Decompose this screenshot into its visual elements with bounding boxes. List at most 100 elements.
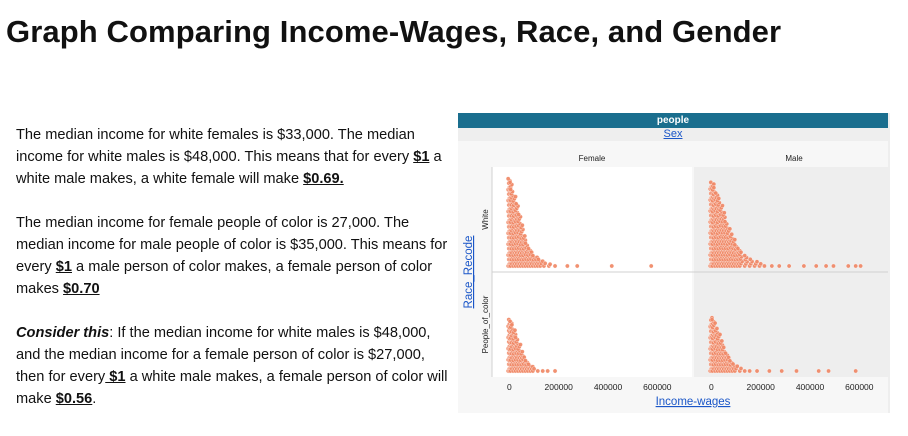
data-point [530,253,536,258]
data-point [522,233,528,239]
data-point [542,261,548,266]
chart-header: people [458,113,888,128]
paragraph-white-gap: The median income for white females is $… [16,124,454,190]
data-point [727,358,733,364]
data-point [552,263,558,269]
data-point [754,368,760,374]
data-point [729,232,734,237]
emphasis-ratio: $0.70 [63,281,100,297]
data-point [823,263,829,269]
data-point [779,368,784,374]
text-run: a white male makes, a female person of c… [16,369,448,407]
paragraph-poc-gap: The median income for female people of c… [16,212,454,300]
data-point [526,362,531,367]
data-point [512,327,518,333]
data-point [545,368,550,374]
data-point [730,361,736,367]
data-point [523,358,528,363]
data-point [505,176,511,182]
paragraph-consider-this: Consider this: If the median income for … [16,322,454,410]
consider-this-label: Consider this [16,325,110,341]
row-label-people_of_color: People_of_color [481,295,490,353]
data-point [738,249,744,255]
data-point [531,366,537,372]
data-point [709,317,715,322]
data-point [547,261,553,267]
x-tick-label: 600000 [643,382,672,392]
data-point [536,257,541,262]
data-point [735,246,741,251]
data-point [846,263,851,269]
data-point [747,257,753,262]
data-point [713,190,719,196]
data-point [722,219,728,224]
column-label-male: Male [785,154,803,163]
data-point [794,368,799,374]
data-point [732,237,738,242]
text-run: : If the median income for white males i… [16,325,431,385]
data-point [535,368,541,374]
text-run: . [92,391,97,407]
data-point [716,196,722,201]
data-point [717,332,723,337]
data-point [826,368,831,374]
text-run: a male person of color makes, a female p… [16,259,433,297]
data-point [738,366,744,371]
data-point [720,203,725,208]
emphasis-dollar: $1 [105,369,126,385]
data-point [776,263,782,269]
data-point [609,263,615,269]
chart-panel-area: Female Male White People_of_color Race_Recod… [458,141,888,413]
x-tick-label: 200000 [747,382,776,392]
data-point [801,263,807,269]
data-point [520,222,525,228]
x-tick-label: 0 [709,382,714,392]
data-point [526,246,531,251]
emphasis-dollar: $1 [55,259,72,275]
data-point [711,185,717,190]
data-point [813,263,819,269]
data-point [758,261,763,267]
data-point [747,368,752,374]
faceted-scatter-chart: people Sex Female Male White People_of_colo… [458,113,890,413]
data-point [769,263,775,269]
data-point [648,263,654,269]
data-point [719,338,725,344]
data-point [727,226,733,232]
column-facet-title[interactable]: Sex [663,128,683,140]
x-tick-label: 200000 [545,382,574,392]
data-point [721,345,727,350]
x-tick-label: 0 [507,382,512,392]
emphasis-ratio: $0.69. [303,171,344,187]
data-point [523,240,528,246]
x-axis-title: Income-wages [656,396,731,408]
data-point [565,263,570,269]
data-point [767,368,772,374]
data-point [540,368,545,374]
data-point [513,194,518,199]
emphasis-dollar: $1 [413,149,430,165]
data-point [754,259,760,264]
data-point [509,322,515,328]
data-point [853,263,858,269]
data-point [723,350,728,356]
data-point [742,368,747,374]
emphasis-ratio: $0.56 [55,391,93,407]
data-point [786,263,792,269]
data-point [858,263,863,269]
data-point [513,201,519,207]
data-point [552,368,558,374]
data-point [508,187,513,192]
column-label-female: Female [579,154,606,163]
data-point [742,253,747,258]
data-point [816,368,821,374]
data-point [712,320,718,326]
data-point [732,242,738,248]
data-point [722,210,727,216]
row-label-white: White [481,209,490,230]
text-run: a white male makes, a white female will … [16,149,442,187]
data-point [831,263,836,269]
data-point [513,335,518,340]
data-point [762,263,767,269]
data-point [516,212,521,217]
